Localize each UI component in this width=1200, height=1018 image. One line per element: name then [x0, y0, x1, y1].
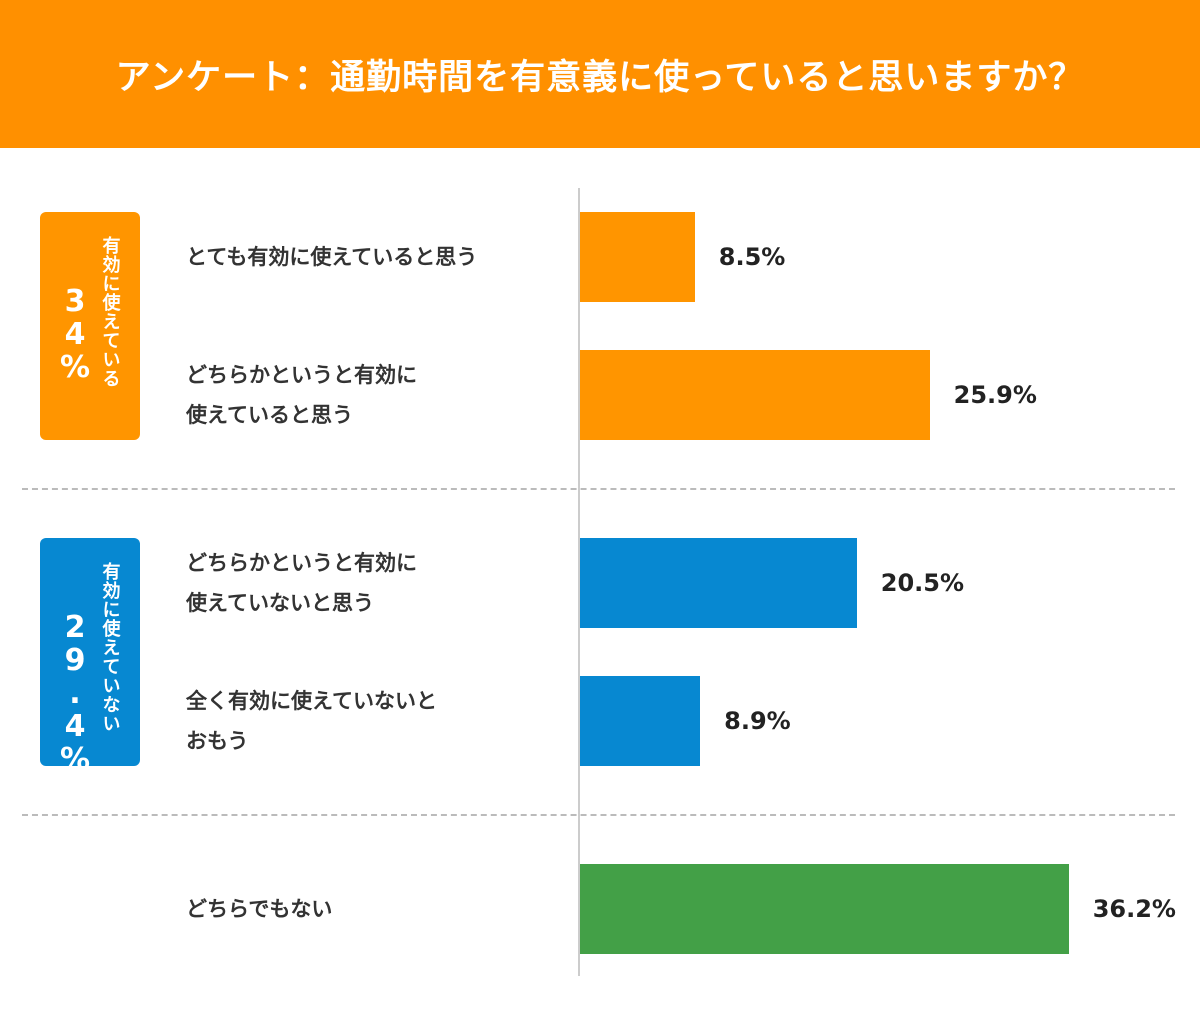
divider: [22, 814, 1175, 816]
group-total: 34%: [57, 284, 93, 383]
chart-title: アンケート：通勤時間を有意義に使っていると思いますか？: [115, 57, 1085, 98]
bar: [580, 864, 1069, 954]
divider: [22, 488, 1175, 490]
group-label: 有効に使えている: [99, 236, 121, 388]
data-label: 8.9%: [724, 707, 791, 735]
data-label: 20.5%: [880, 569, 965, 597]
category-label: 全く有効に使えていないと おもう: [186, 689, 437, 753]
bar: [580, 676, 701, 766]
data-label: 25.9%: [953, 381, 1037, 409]
group-badge-positive: 有効に使えている 34%: [40, 212, 140, 440]
category-label: とても有効に使えていると思う: [186, 245, 478, 269]
category-label: どちらでもない: [186, 897, 333, 921]
data-label: 8.5%: [718, 243, 786, 271]
group-total: 29.4%: [57, 610, 93, 775]
category-label: どちらかというと有効に 使えていないと思う: [186, 551, 417, 615]
category-label: どちらかというと有効に 使えていると思う: [186, 363, 417, 427]
data-label: 36.2%: [1092, 895, 1176, 923]
bar: [580, 538, 857, 628]
bar: [580, 350, 930, 440]
axis-line: [578, 188, 580, 976]
header-banner: アンケート：通勤時間を有意義に使っていると思いますか？: [0, 0, 1200, 148]
group-label: 有効に使えていない: [99, 562, 121, 733]
group-badge-negative: 有効に使えていない 29.4%: [40, 538, 140, 775]
bar: [580, 212, 695, 302]
